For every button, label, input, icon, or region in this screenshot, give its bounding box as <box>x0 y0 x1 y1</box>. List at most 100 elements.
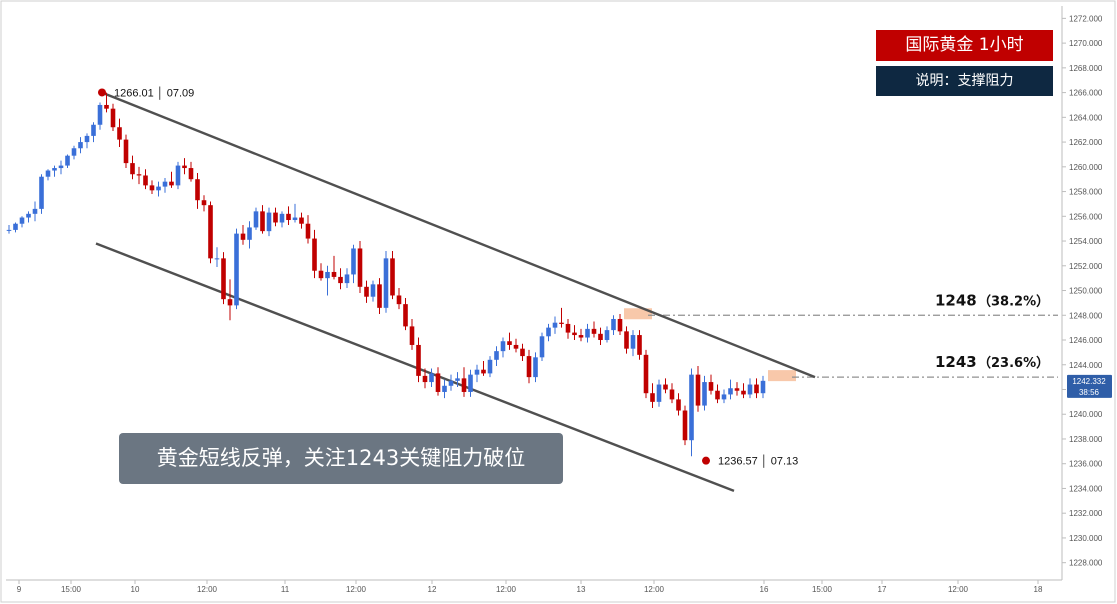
candle-body <box>156 186 161 191</box>
x-tick-label: 13 <box>577 585 586 594</box>
candle <box>273 207 278 227</box>
chart-subtitle-badge: 说明：支撑阻力 <box>876 66 1053 96</box>
x-tick-label: 12 <box>428 585 437 594</box>
candle-body <box>234 233 239 306</box>
y-tick-label: 1252.000 <box>1069 262 1103 271</box>
candle-body <box>240 233 246 240</box>
candle <box>39 174 44 214</box>
candle <box>377 278 382 315</box>
candle <box>13 222 18 233</box>
candle-body <box>162 181 168 187</box>
candle-body <box>110 108 116 128</box>
candle-body <box>169 181 174 186</box>
candle-body <box>182 165 187 169</box>
candle-body <box>13 223 18 230</box>
y-tick-label: 1238.000 <box>1069 435 1103 444</box>
candle-body <box>416 344 421 376</box>
candle-body <box>123 139 129 164</box>
candle <box>728 379 733 400</box>
candle-body <box>546 327 551 337</box>
candle <box>234 228 239 310</box>
candle-body <box>227 299 233 306</box>
candle <box>539 332 545 362</box>
candle-body <box>364 286 369 297</box>
level-percent-label: （23.6%） <box>978 355 1049 371</box>
x-tick-label: 12:00 <box>197 585 218 594</box>
y-tick-label: 1272.000 <box>1069 14 1103 23</box>
channel-line-lower <box>95 242 735 493</box>
candle-body <box>19 217 25 224</box>
candle <box>78 137 83 154</box>
candle-body <box>312 238 317 271</box>
candle <box>130 155 135 180</box>
y-tick-label: 1270.000 <box>1069 39 1103 48</box>
candle <box>32 201 38 222</box>
candle-body <box>513 344 519 349</box>
candle <box>84 133 90 149</box>
candle-body <box>624 331 629 349</box>
candle <box>721 389 727 404</box>
y-tick-label: 1232.000 <box>1069 509 1103 518</box>
candle <box>344 268 350 289</box>
candle <box>617 314 623 336</box>
current-price-label: 1242.332 <box>1072 377 1106 386</box>
candle <box>6 224 12 234</box>
candle <box>630 330 636 357</box>
chart-title-badge: 国际黄金 1小时 <box>876 30 1053 61</box>
candle-body <box>429 373 434 383</box>
candle <box>65 154 70 169</box>
candle-body <box>221 258 226 300</box>
candle-body <box>435 373 441 392</box>
candle-body <box>481 369 486 374</box>
candle-body <box>721 394 727 400</box>
candle <box>351 244 356 284</box>
candle-body <box>286 213 291 221</box>
candle-body <box>572 332 577 336</box>
candle <box>175 161 181 190</box>
candle <box>591 321 597 338</box>
y-tick-label: 1234.000 <box>1069 484 1103 493</box>
candle-body <box>247 227 252 240</box>
y-tick-label: 1260.000 <box>1069 163 1103 172</box>
candle-body <box>188 168 194 180</box>
candle-body <box>201 200 207 206</box>
candle-body <box>58 165 64 169</box>
extreme-marker-label: 1266.01 │ 07.09 <box>114 85 194 100</box>
candle <box>572 325 577 341</box>
candle-body <box>669 389 675 400</box>
candle <box>201 195 207 212</box>
candle <box>143 169 148 190</box>
candle <box>559 307 564 328</box>
candle-body <box>175 165 181 186</box>
candle <box>507 332 512 350</box>
resistance-zone <box>624 308 652 320</box>
candle <box>513 338 519 353</box>
candle-body <box>338 276 343 284</box>
candle-body <box>149 185 155 191</box>
candle-body <box>442 385 447 392</box>
candle-body <box>331 271 337 277</box>
x-tick-label: 12:00 <box>496 585 517 594</box>
x-tick-label: 9 <box>17 585 22 594</box>
x-tick-label: 11 <box>281 585 290 594</box>
candle <box>422 368 428 389</box>
candle-body <box>143 175 148 186</box>
candle <box>299 212 304 229</box>
candle-body <box>214 258 220 260</box>
candle-body <box>39 176 44 209</box>
candle-body <box>533 357 538 378</box>
candle <box>26 211 31 223</box>
y-tick-label: 1246.000 <box>1069 336 1103 345</box>
channel-line-upper <box>101 91 816 379</box>
candle-body <box>84 135 90 143</box>
candle <box>695 365 701 412</box>
candle-body <box>65 155 70 166</box>
candle <box>455 372 460 388</box>
candle <box>188 161 194 182</box>
candle <box>715 384 720 404</box>
candle-body <box>390 258 395 296</box>
candle <box>747 378 753 399</box>
candle <box>117 118 122 148</box>
candle <box>396 288 402 310</box>
candle-body <box>526 356 532 378</box>
